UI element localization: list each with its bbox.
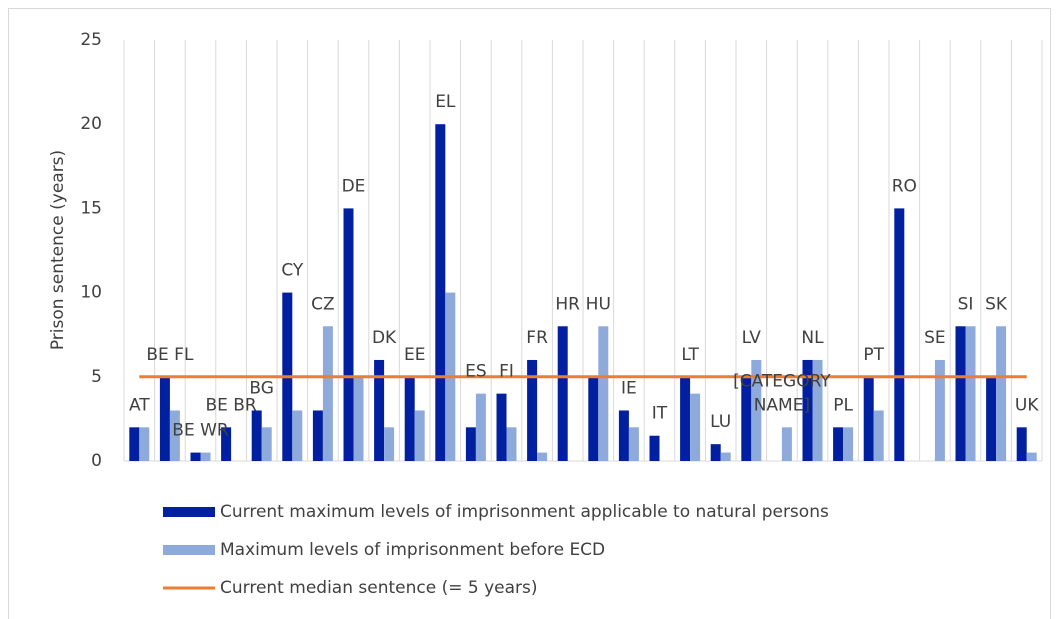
bar bbox=[527, 359, 538, 461]
category-label: LV bbox=[742, 328, 762, 348]
bar bbox=[384, 427, 395, 461]
bar bbox=[843, 427, 854, 461]
legend-label: Current median sentence (= 5 years) bbox=[220, 578, 538, 598]
bar bbox=[129, 427, 140, 461]
category-label: BE FL bbox=[146, 345, 194, 365]
bar bbox=[414, 410, 425, 461]
bar bbox=[190, 452, 201, 461]
bar bbox=[435, 124, 446, 461]
category-label: [CATEGORY NAME] bbox=[733, 371, 831, 415]
bar bbox=[955, 326, 966, 461]
bar bbox=[802, 359, 813, 461]
category-label: CY bbox=[281, 261, 304, 281]
bar bbox=[465, 427, 476, 461]
bar bbox=[996, 326, 1007, 461]
category-label: SK bbox=[985, 294, 1008, 314]
category-label: SI bbox=[958, 294, 974, 314]
category-label: IE bbox=[621, 378, 637, 398]
bar bbox=[312, 410, 323, 461]
bar bbox=[588, 376, 599, 461]
bar bbox=[343, 208, 354, 461]
bar bbox=[781, 427, 792, 461]
bar bbox=[618, 410, 629, 461]
bar bbox=[934, 359, 945, 461]
bar bbox=[894, 208, 905, 461]
bar bbox=[986, 376, 997, 461]
bar bbox=[751, 359, 762, 461]
bar bbox=[649, 435, 660, 461]
bar bbox=[374, 359, 385, 461]
legend-label: Maximum levels of imprisonment before EC… bbox=[220, 540, 605, 560]
legend-swatch bbox=[163, 507, 215, 517]
category-label: BG bbox=[249, 378, 274, 398]
bar bbox=[353, 376, 364, 461]
y-tick-label: 10 bbox=[80, 283, 102, 303]
bar bbox=[1016, 427, 1027, 461]
bar bbox=[741, 376, 752, 461]
bar bbox=[139, 427, 150, 461]
bar bbox=[537, 452, 548, 461]
legend-swatch bbox=[163, 545, 215, 555]
bar bbox=[557, 326, 568, 461]
category-label: BE BR bbox=[205, 395, 256, 415]
bar bbox=[1026, 452, 1037, 461]
bar bbox=[322, 326, 333, 461]
y-tick-label: 25 bbox=[80, 30, 102, 50]
bar bbox=[863, 376, 874, 461]
category-label: LT bbox=[681, 345, 699, 365]
category-label: PT bbox=[863, 345, 884, 365]
bar bbox=[404, 376, 415, 461]
bar bbox=[159, 376, 170, 461]
category-label: BE WR bbox=[172, 421, 229, 441]
bar bbox=[251, 410, 262, 461]
y-tick-label: 0 bbox=[91, 451, 102, 471]
bar bbox=[475, 393, 486, 461]
category-label: AT bbox=[129, 395, 150, 415]
category-label: DK bbox=[372, 328, 397, 348]
category-label: UK bbox=[1015, 395, 1039, 415]
category-label: DE bbox=[342, 176, 366, 196]
category-label: FI bbox=[499, 362, 514, 382]
category-label: IT bbox=[652, 404, 668, 424]
category-label: EL bbox=[435, 92, 456, 112]
legend-label: Current maximum levels of imprisonment a… bbox=[220, 502, 829, 522]
y-axis-label: Prison sentence (years) bbox=[48, 150, 68, 350]
category-label: PL bbox=[833, 395, 853, 415]
bar bbox=[506, 427, 517, 461]
bar bbox=[221, 427, 232, 461]
category-label: HU bbox=[586, 294, 611, 314]
bar bbox=[690, 393, 701, 461]
y-tick-label: 20 bbox=[80, 114, 102, 134]
y-tick-label: 5 bbox=[91, 367, 102, 387]
bar bbox=[680, 376, 691, 461]
bar bbox=[200, 452, 211, 461]
category-label: FR bbox=[526, 328, 548, 348]
bar bbox=[261, 427, 272, 461]
bar bbox=[833, 427, 844, 461]
bar bbox=[628, 427, 639, 461]
bar bbox=[710, 444, 721, 461]
chart-frame bbox=[8, 8, 1051, 619]
category-label: RO bbox=[892, 176, 917, 196]
category-label: LU bbox=[710, 412, 731, 432]
bar bbox=[720, 452, 731, 461]
bar bbox=[812, 359, 823, 461]
category-label: HR bbox=[555, 294, 580, 314]
y-tick-label: 15 bbox=[80, 198, 102, 218]
category-label: SE bbox=[924, 328, 946, 348]
category-label: ES bbox=[465, 362, 487, 382]
category-label: EE bbox=[404, 345, 425, 365]
bar bbox=[496, 393, 507, 461]
bar bbox=[169, 410, 180, 461]
legend: Current maximum levels of imprisonment a… bbox=[163, 502, 829, 598]
category-label: NL bbox=[801, 328, 824, 348]
bar bbox=[873, 410, 884, 461]
bar bbox=[965, 326, 976, 461]
bar bbox=[292, 410, 303, 461]
category-label: CZ bbox=[311, 294, 335, 314]
bar bbox=[598, 326, 609, 461]
